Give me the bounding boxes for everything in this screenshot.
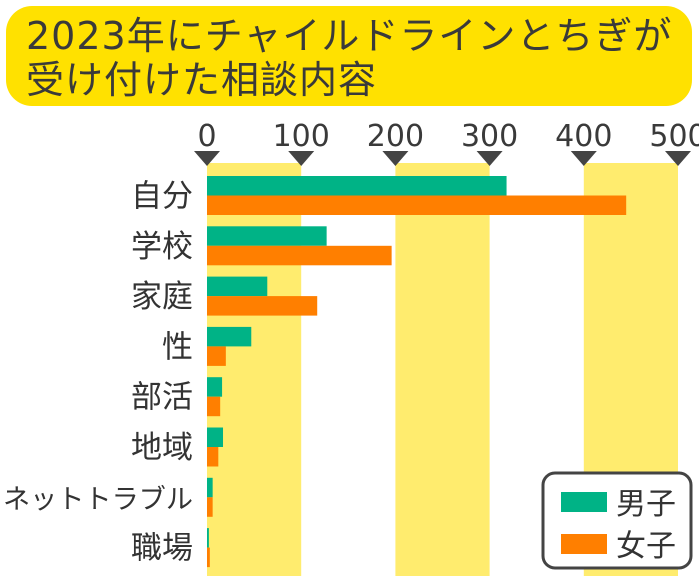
chart-title-line-1: 2023年にチャイルドラインとちぎが <box>26 14 673 58</box>
bar-女子-2 <box>207 296 318 316</box>
x-tick-label-400: 400 <box>555 119 612 154</box>
bar-男子-1 <box>207 226 327 246</box>
title-banner: 2023年にチャイルドラインとちぎが 受け付けた相談内容 <box>6 6 692 106</box>
bar-女子-0 <box>207 195 627 215</box>
bar-男子-6 <box>207 477 213 498</box>
legend-swatch-男子 <box>561 492 607 512</box>
legend-label-女子: 女子 <box>616 529 676 564</box>
band-0 <box>207 163 302 576</box>
bar-男子-3 <box>207 326 252 347</box>
x-tick-marker-100 <box>288 151 315 166</box>
legend-swatch-女子 <box>561 534 607 554</box>
x-tick-marker-500 <box>665 151 691 166</box>
category-label-6: ネットトラブル <box>3 484 193 515</box>
x-tick-marker-200 <box>382 151 409 166</box>
x-tick-label-300: 300 <box>461 119 518 154</box>
bar-女子-3 <box>207 346 226 366</box>
band-200 <box>395 163 490 576</box>
x-tick-marker-0 <box>194 151 220 166</box>
bar-男子-7 <box>207 528 209 548</box>
bar-女子-7 <box>207 547 210 568</box>
x-axis: 0 100 200 300 400 500 <box>194 119 699 166</box>
bars <box>207 176 627 568</box>
bar-女子-5 <box>207 447 219 467</box>
x-tick-label-100: 100 <box>273 119 330 154</box>
bar-男子-4 <box>207 377 223 397</box>
x-tick-label-200: 200 <box>367 119 424 154</box>
category-label-2: 家庭 <box>131 279 193 315</box>
category-label-4: 部活 <box>131 380 193 416</box>
category-label-7: 職場 <box>131 531 193 567</box>
bar-女子-1 <box>207 245 392 266</box>
legend-label-男子: 男子 <box>616 487 676 522</box>
bar-女子-6 <box>207 497 213 517</box>
category-label-5: 地域 <box>131 430 193 466</box>
x-tick-marker-300 <box>476 151 503 166</box>
bar-女子-4 <box>207 396 221 417</box>
chart-title-line-2: 受け付けた相談内容 <box>26 58 378 102</box>
category-label-1: 学校 <box>131 229 193 265</box>
x-tick-marker-400 <box>570 151 597 166</box>
category-label-0: 自分 <box>131 179 193 215</box>
bar-男子-0 <box>207 176 507 196</box>
category-label-3: 性 <box>162 329 193 365</box>
bar-男子-2 <box>207 276 268 297</box>
x-tick-label-500: 500 <box>649 119 699 154</box>
x-tick-label-0: 0 <box>197 119 216 154</box>
bar-男子-5 <box>207 427 224 447</box>
